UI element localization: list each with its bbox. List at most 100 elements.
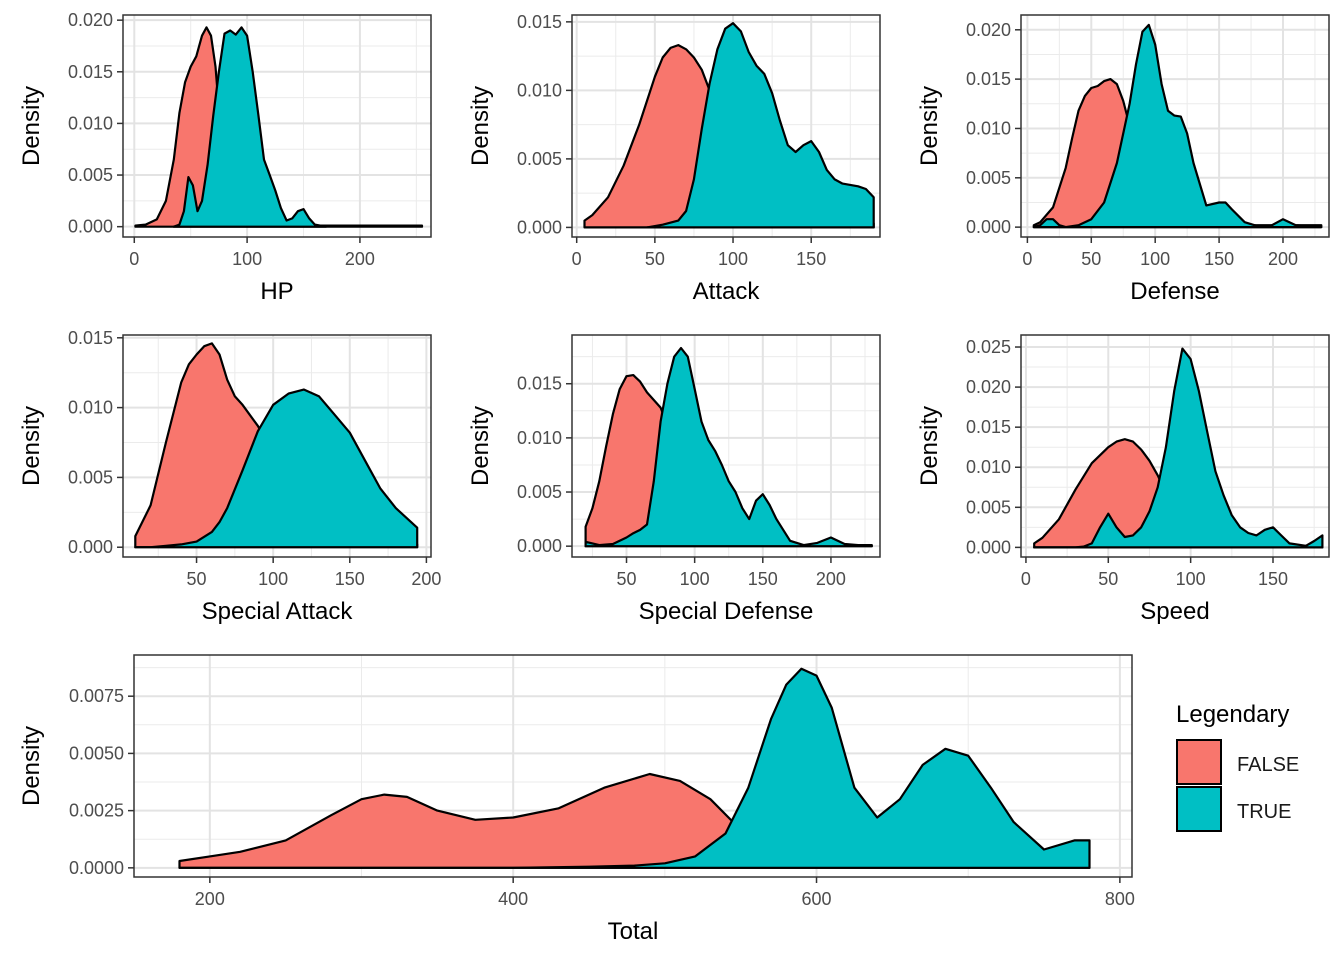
x-tick-label: 200 bbox=[816, 569, 846, 589]
density-area-true bbox=[134, 388, 419, 549]
x-tick-label: 100 bbox=[1176, 569, 1206, 589]
x-tick-label: 100 bbox=[680, 569, 710, 589]
legend: Legendary FALSE TRUE bbox=[1176, 701, 1299, 832]
x-axis-label: Special Defense bbox=[639, 598, 814, 625]
x-tick-label: 100 bbox=[232, 249, 262, 269]
panel-special-defense: 50 100 150 200 0.000 0.005 0.010 0.015 Special D… bbox=[467, 334, 881, 625]
y-tick-label: 0.015 bbox=[68, 328, 113, 348]
y-tick-label: 0.000 bbox=[966, 537, 1011, 557]
x-tick-label: 100 bbox=[718, 249, 748, 269]
x-tick-label: 150 bbox=[1258, 569, 1288, 589]
x-tick-label: 150 bbox=[335, 569, 365, 589]
y-tick-label: 0.0075 bbox=[69, 686, 124, 706]
x-tick-label: 50 bbox=[645, 249, 665, 269]
y-tick-label: 0.015 bbox=[966, 417, 1011, 437]
panel-attack: 0 50 100 150 0.000 0.005 0.010 0.015 Attack Densi… bbox=[467, 12, 881, 305]
y-axis-label: Density bbox=[18, 86, 45, 166]
y-axis-label: Density bbox=[18, 726, 45, 806]
y-tick-label: 0.0025 bbox=[69, 801, 124, 821]
y-tick-label: 0.005 bbox=[966, 168, 1011, 188]
x-tick-label: 150 bbox=[796, 249, 826, 269]
x-tick-label: 200 bbox=[195, 889, 225, 909]
y-tick-label: 0.020 bbox=[68, 10, 113, 30]
panel-total: 200 400 600 800 0.0000 0.0025 0.0050 0.0075 Tota… bbox=[18, 654, 1135, 945]
x-tick-label: 200 bbox=[1268, 249, 1298, 269]
y-tick-label: 0.005 bbox=[966, 497, 1011, 517]
panel-border bbox=[1020, 334, 1330, 558]
x-axis-label: Total bbox=[608, 918, 659, 945]
legend-title: Legendary bbox=[1176, 701, 1289, 728]
x-axis-label: Defense bbox=[1130, 278, 1219, 305]
x-tick-label: 0 bbox=[129, 249, 139, 269]
y-tick-label: 0.005 bbox=[68, 467, 113, 487]
x-tick-label: 600 bbox=[801, 889, 831, 909]
density-area-true bbox=[645, 22, 875, 229]
x-tick-label: 0 bbox=[1022, 249, 1032, 269]
panel-border bbox=[122, 334, 432, 558]
y-tick-label: 0.000 bbox=[966, 217, 1011, 237]
y-tick-label: 0.015 bbox=[68, 62, 113, 82]
y-tick-label: 0.000 bbox=[517, 536, 562, 556]
x-tick-label: 400 bbox=[498, 889, 528, 909]
panel-border bbox=[1020, 14, 1330, 238]
y-tick-label: 0.025 bbox=[966, 337, 1011, 357]
y-axis-label: Density bbox=[18, 406, 45, 486]
panel-border bbox=[571, 334, 881, 558]
y-tick-label: 0.005 bbox=[68, 165, 113, 185]
legend-label-false: FALSE bbox=[1237, 754, 1299, 776]
x-tick-label: 200 bbox=[411, 569, 441, 589]
panel-border bbox=[571, 14, 881, 238]
legend-key-true bbox=[1176, 786, 1222, 832]
y-tick-label: 0.000 bbox=[68, 537, 113, 557]
panel-border bbox=[133, 654, 1133, 878]
legend-key-false bbox=[1176, 739, 1222, 785]
y-tick-label: 0.010 bbox=[517, 428, 562, 448]
x-axis-label: HP bbox=[260, 278, 293, 305]
density-area-true bbox=[584, 346, 873, 548]
x-tick-label: 150 bbox=[748, 569, 778, 589]
y-tick-label: 0.015 bbox=[966, 69, 1011, 89]
density-area-true bbox=[172, 26, 328, 228]
y-tick-label: 0.000 bbox=[68, 217, 113, 237]
density-area-true bbox=[1032, 23, 1323, 229]
y-axis-label: Density bbox=[916, 86, 943, 166]
panel-defense: 0 50 100 150 200 0.000 0.005 0.010 0.015 0.020 Def… bbox=[916, 14, 1330, 305]
x-tick-label: 50 bbox=[1081, 249, 1101, 269]
legend-label-true: TRUE bbox=[1237, 801, 1291, 823]
y-tick-label: 0.010 bbox=[966, 118, 1011, 138]
y-tick-label: 0.010 bbox=[68, 398, 113, 418]
x-tick-label: 50 bbox=[1098, 569, 1118, 589]
y-tick-label: 0.0000 bbox=[69, 858, 124, 878]
x-tick-label: 50 bbox=[187, 569, 207, 589]
y-axis-label: Density bbox=[467, 86, 494, 166]
y-tick-label: 0.010 bbox=[517, 80, 562, 100]
x-tick-label: 0 bbox=[572, 249, 582, 269]
x-tick-label: 200 bbox=[345, 249, 375, 269]
x-axis-label: Speed bbox=[1140, 598, 1209, 625]
x-tick-label: 0 bbox=[1021, 569, 1031, 589]
x-tick-label: 100 bbox=[258, 569, 288, 589]
y-tick-label: 0.020 bbox=[966, 20, 1011, 40]
y-tick-label: 0.005 bbox=[517, 149, 562, 169]
y-tick-label: 0.020 bbox=[966, 377, 1011, 397]
x-tick-label: 150 bbox=[1204, 249, 1234, 269]
y-tick-label: 0.010 bbox=[966, 457, 1011, 477]
x-tick-label: 50 bbox=[616, 569, 636, 589]
x-tick-label: 800 bbox=[1105, 889, 1135, 909]
y-tick-label: 0.015 bbox=[517, 12, 562, 32]
y-tick-label: 0.015 bbox=[517, 374, 562, 394]
y-axis-label: Density bbox=[467, 406, 494, 486]
panel-special-attack: 50 100 150 200 0.000 0.005 0.010 0.015 Special A… bbox=[18, 328, 441, 625]
panel-hp: 0 100 200 0.000 0.005 0.010 0.015 0.020 HP Densit… bbox=[18, 10, 432, 305]
panel-speed: 0 50 100 150 0.000 0.005 0.010 0.015 0.020 0.025 S… bbox=[916, 334, 1330, 625]
density-area-true bbox=[178, 667, 1091, 869]
x-axis-label: Attack bbox=[693, 278, 761, 305]
density-area-true bbox=[1033, 347, 1324, 549]
y-tick-label: 0.010 bbox=[68, 113, 113, 133]
y-tick-label: 0.000 bbox=[517, 217, 562, 237]
y-tick-label: 0.005 bbox=[517, 482, 562, 502]
x-tick-label: 100 bbox=[1140, 249, 1170, 269]
y-tick-label: 0.0050 bbox=[69, 743, 124, 763]
y-axis-label: Density bbox=[916, 406, 943, 486]
panel-border bbox=[122, 14, 432, 238]
